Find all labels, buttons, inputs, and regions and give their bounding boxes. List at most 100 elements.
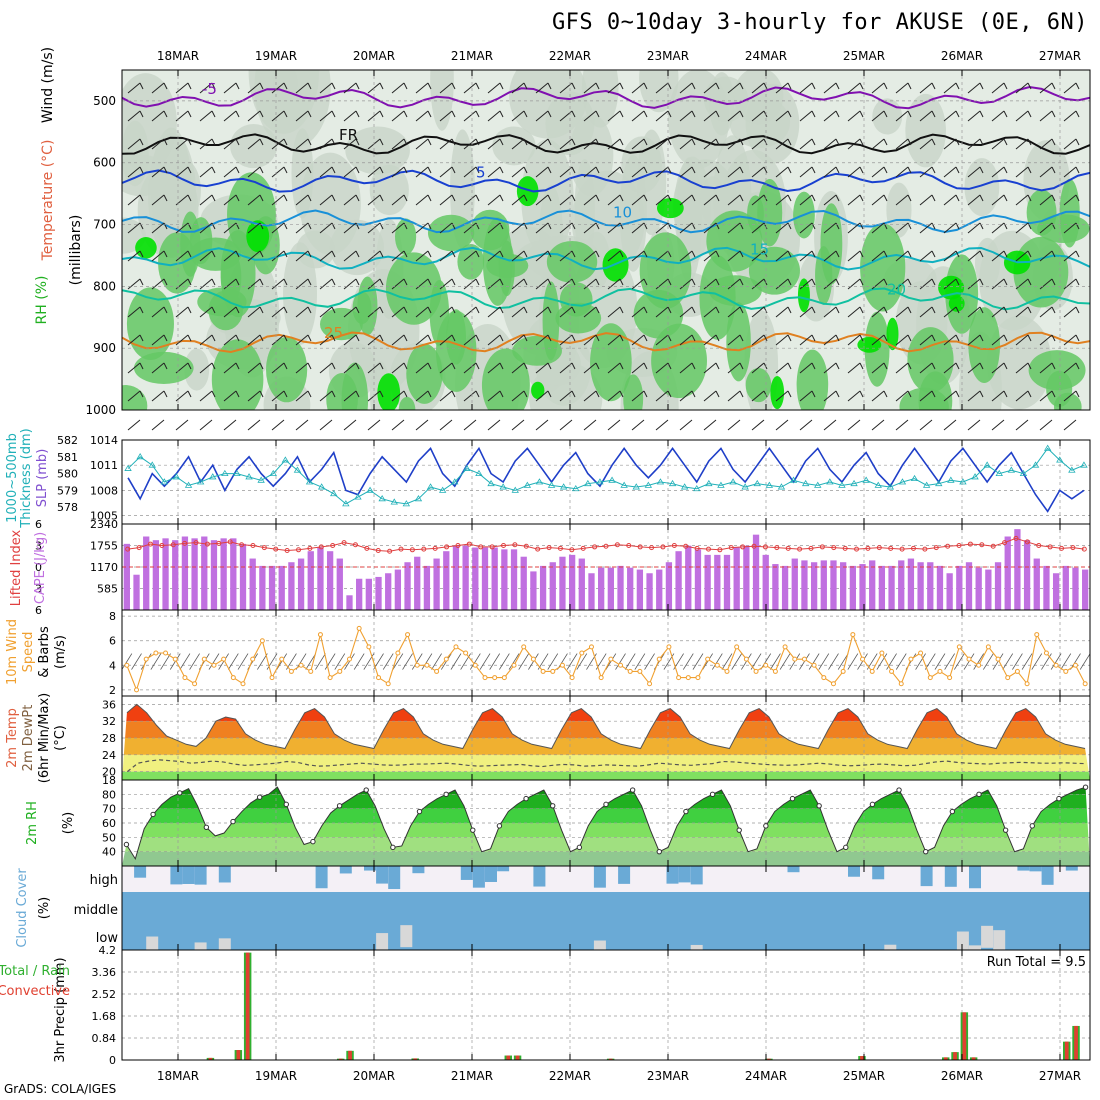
wind-barb bbox=[979, 390, 984, 398]
rh-region-wet bbox=[427, 214, 475, 252]
cloud-high-cell bbox=[170, 866, 183, 885]
wind-barb bbox=[163, 334, 168, 342]
wind-barb bbox=[451, 278, 456, 286]
wind-barb bbox=[811, 250, 816, 258]
wind-speed-marker bbox=[250, 656, 256, 662]
wind-barb bbox=[682, 653, 694, 670]
wind-barb bbox=[715, 390, 720, 398]
wind-barb bbox=[391, 278, 405, 290]
wind-barb bbox=[763, 82, 768, 90]
wind-barb bbox=[895, 278, 909, 290]
wind-barb bbox=[163, 138, 168, 146]
wind-barb bbox=[319, 110, 333, 122]
wind-barb bbox=[1060, 653, 1072, 670]
wind-barb bbox=[331, 222, 336, 230]
wind-barb bbox=[691, 278, 696, 286]
wind-barb bbox=[763, 250, 768, 258]
rh-region-wet bbox=[796, 349, 829, 410]
wind-barb bbox=[823, 166, 837, 178]
wind-barb bbox=[1063, 82, 1077, 94]
cloud-high-cell bbox=[678, 866, 691, 883]
wind-barb bbox=[223, 362, 237, 374]
rh-marker bbox=[656, 848, 662, 855]
wind-barb bbox=[315, 653, 326, 670]
wind-barb bbox=[131, 653, 142, 670]
wind-barb bbox=[511, 278, 525, 290]
wind-barb bbox=[835, 194, 840, 202]
y-tick-label: 0 bbox=[35, 561, 42, 574]
wind-barb bbox=[535, 334, 549, 346]
wind-barb bbox=[283, 194, 288, 202]
y-tick-label: 6 bbox=[35, 604, 42, 617]
wind-barb bbox=[919, 82, 933, 94]
wind-barb bbox=[547, 110, 552, 118]
wind-barb bbox=[247, 138, 261, 150]
cape-bar bbox=[588, 573, 595, 610]
wind-barb bbox=[1027, 110, 1032, 118]
lifted-index-marker bbox=[1002, 540, 1008, 546]
wind-barb bbox=[703, 138, 717, 150]
wind-barb bbox=[319, 362, 333, 374]
wind-barb bbox=[475, 110, 480, 118]
wind-barb bbox=[353, 653, 365, 670]
wind-barb bbox=[967, 138, 981, 150]
wind-barb bbox=[595, 166, 600, 174]
wind-barb bbox=[835, 278, 840, 286]
y-axis-label: (m/s) bbox=[53, 635, 68, 669]
wind-speed-marker bbox=[695, 675, 701, 681]
wind-speed-marker bbox=[230, 675, 236, 681]
lifted-index-marker bbox=[216, 540, 222, 546]
wind-barb bbox=[715, 166, 720, 174]
wind-speed-marker bbox=[279, 656, 285, 662]
wind-barb bbox=[127, 138, 141, 150]
wind-barb bbox=[991, 334, 1005, 346]
wind-barb bbox=[427, 390, 432, 398]
wind-barb bbox=[187, 138, 192, 146]
wind-barb bbox=[763, 362, 768, 370]
wind-barb bbox=[535, 306, 549, 318]
wind-barb bbox=[187, 362, 192, 370]
wind-barb bbox=[259, 250, 264, 258]
wind-barb bbox=[463, 166, 477, 178]
wind-barb bbox=[199, 194, 213, 206]
rh-marker bbox=[150, 811, 156, 818]
wind-speed-marker bbox=[424, 662, 430, 668]
wind-barb bbox=[919, 250, 933, 262]
wind-barb bbox=[811, 138, 816, 146]
wind-barb bbox=[799, 334, 813, 346]
y-axis-label: 10m Wind bbox=[5, 619, 20, 685]
wind-barb bbox=[967, 222, 981, 234]
cape-bar bbox=[781, 565, 789, 610]
wind-barb bbox=[895, 362, 909, 374]
wind-barb bbox=[955, 334, 960, 342]
wind-barb bbox=[907, 166, 912, 174]
rh-region-wet bbox=[639, 232, 692, 309]
wind-barb bbox=[391, 390, 405, 402]
lifted-index-marker bbox=[660, 544, 666, 550]
wind-barb bbox=[751, 250, 765, 262]
wind-barb bbox=[271, 334, 285, 346]
date-label: 19MAR bbox=[255, 1069, 297, 1083]
wind-barb bbox=[307, 82, 312, 90]
thickness-marker bbox=[971, 473, 979, 480]
wind-barb bbox=[955, 250, 960, 258]
wind-barb bbox=[307, 194, 312, 202]
wind-barb bbox=[211, 166, 216, 174]
rh-region-wet bbox=[745, 367, 772, 403]
date-label: 25MAR bbox=[843, 49, 885, 63]
cape-bar bbox=[559, 556, 566, 610]
y-tick-label: 582 bbox=[57, 434, 78, 447]
wind-barb bbox=[319, 278, 333, 290]
wind-barb bbox=[271, 390, 285, 402]
wind-barb bbox=[343, 278, 357, 290]
wind-barb bbox=[283, 166, 288, 174]
date-label: 25MAR bbox=[843, 1069, 885, 1083]
date-label: 21MAR bbox=[451, 1069, 493, 1083]
wind-barb bbox=[703, 419, 717, 431]
thickness-marker bbox=[426, 483, 435, 490]
wind-speed-marker bbox=[1014, 668, 1020, 674]
wind-barb bbox=[739, 194, 744, 202]
cape-bar bbox=[723, 554, 731, 610]
wind-barb bbox=[883, 82, 888, 90]
wind-barb bbox=[595, 278, 600, 286]
